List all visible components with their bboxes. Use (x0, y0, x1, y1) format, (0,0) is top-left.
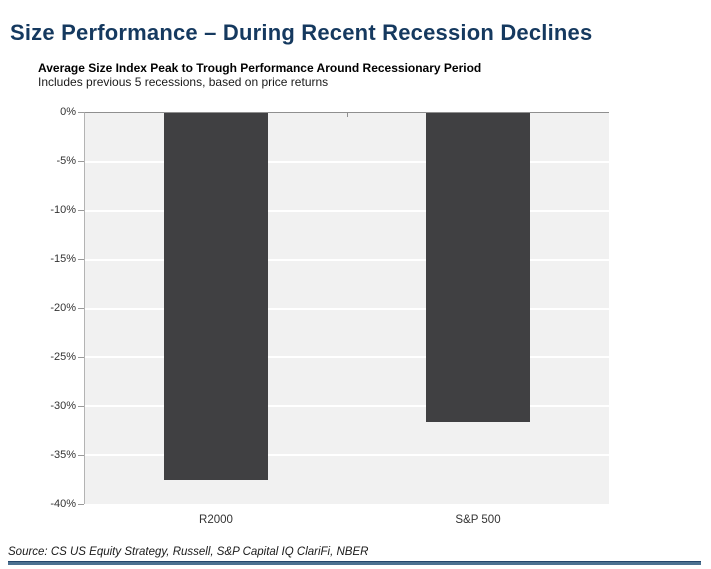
chart-canvas: R2000 S&P 500 0% -5% -10% -15% -20% -25% -30% -3… (0, 106, 711, 526)
source-note: Source: CS US Equity Strategy, Russell, … (8, 546, 369, 558)
y-tick-label: -35% (50, 449, 76, 461)
y-tick-label: -30% (50, 400, 76, 412)
y-tick-mark (78, 308, 84, 309)
y-tick-mark (78, 112, 84, 113)
x-axis-label: S&P 500 (455, 514, 501, 526)
y-tick-label: -10% (50, 204, 76, 216)
y-tick-label: -20% (50, 302, 76, 314)
gridline (85, 258, 609, 261)
y-tick-mark (78, 406, 84, 407)
y-tick-mark (78, 504, 84, 505)
gridline (85, 405, 609, 408)
y-tick-label: -25% (50, 351, 76, 363)
bar-s-p-500 (425, 113, 531, 422)
chart-subtitle: Includes previous 5 recessions, based on… (38, 75, 329, 89)
plot-area: R2000 S&P 500 (84, 112, 609, 526)
bar-r2000 (163, 113, 269, 480)
y-tick-mark (78, 259, 84, 260)
y-tick-label: 0% (60, 106, 76, 118)
y-tick-mark (78, 455, 84, 456)
y-tick-label: -5% (56, 155, 76, 167)
y-tick-mark (78, 210, 84, 211)
footer-rule (8, 561, 701, 565)
y-tick-label: -40% (50, 498, 76, 510)
y-tick-label: -15% (50, 253, 76, 265)
y-tick-mark (78, 161, 84, 162)
category-boundary-tick (347, 113, 348, 117)
x-axis-label: R2000 (199, 514, 233, 526)
y-tick-mark (78, 357, 84, 358)
page-title: Size Performance – During Recent Recessi… (10, 20, 593, 45)
gridline (85, 454, 609, 457)
gridline (85, 356, 609, 359)
gridline (85, 160, 609, 163)
gridline (85, 307, 609, 310)
chart-title: Average Size Index Peak to Trough Perfor… (38, 61, 482, 75)
gridline (85, 209, 609, 212)
